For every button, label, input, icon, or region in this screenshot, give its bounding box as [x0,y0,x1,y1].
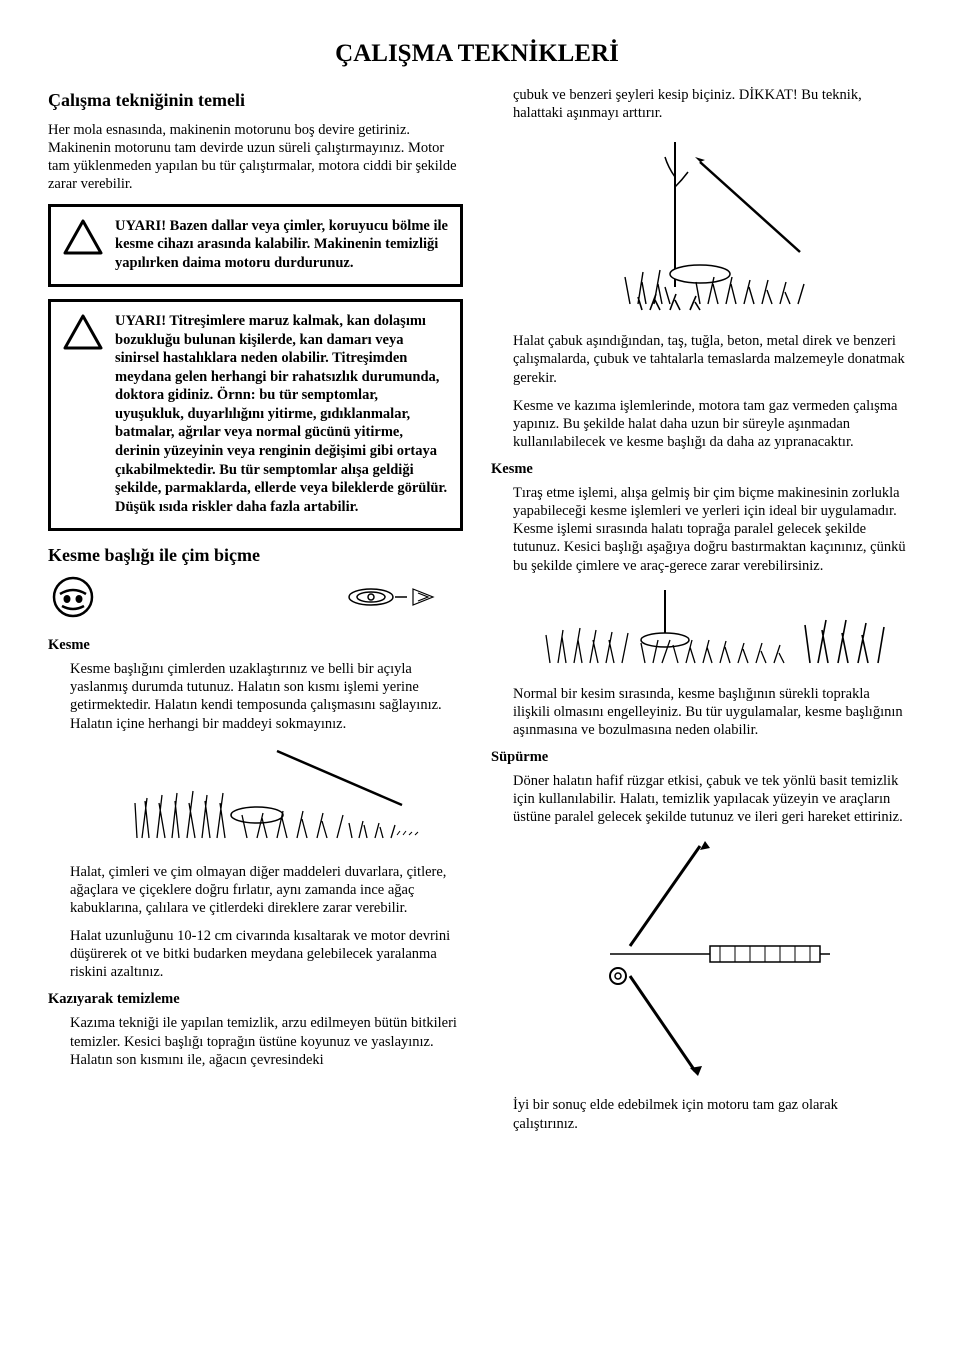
warning-triangle-icon [61,217,105,257]
trimmer-head-icon [343,577,443,622]
para-kesme-2: Halat, çimleri ve çim olmayan diğer madd… [70,863,463,917]
subheading-supurme: Süpürme [491,749,906,766]
subheading-kaziyarak: Kazıyarak temizleme [48,991,463,1008]
subheading-kesme-left: Kesme [48,637,463,654]
warning-text-1: UYARI! Bazen dallar veya çimler, koruyuc… [115,217,450,273]
para-kesme-1: Kesme başlığını çimlerden uzaklaştırınız… [70,660,463,733]
figure-sweeping [513,836,906,1086]
heading-grass-cutting: Kesme başlığı ile çim biçme [48,545,463,566]
warning-text-2: UYARI! Titreşimlere maruz kalmak, kan do… [115,312,450,516]
para-right-5: Normal bir kesim sırasında, kesme başlığ… [513,685,906,739]
warning-box-1: UYARI! Bazen dallar veya çimler, koruyuc… [48,204,463,288]
para-right-2: Halat çabuk aşındığından, taş, tuğla, be… [513,332,906,386]
warning-box-2: UYARI! Titreşimlere maruz kalmak, kan do… [48,299,463,531]
para-kaziyarak: Kazıma tekniği ile yapılan temizlik, arz… [70,1014,463,1068]
para-right-1: çubuk ve benzeri şeyleri kesip biçiniz. … [513,86,906,122]
para-right-3: Kesme ve kazıma işlemlerinde, motora tam… [513,397,906,451]
icon-row-safety [48,576,463,623]
figure-grass-cutting [70,743,463,853]
face-shield-icon [52,576,94,623]
right-column: çubuk ve benzeri şeyleri kesip biçiniz. … [491,86,906,1143]
warning-triangle-icon [61,312,105,352]
heading-technique-basics: Çalışma tekniğinin temeli [48,90,463,111]
figure-parallel-cutting [513,585,906,675]
para-right-7: İyi bir sonuç elde edebilmek için motoru… [513,1096,906,1132]
page-title: ÇALIŞMA TEKNİKLERİ [48,40,906,68]
left-column: Çalışma tekniğinin temeli Her mola esnas… [48,86,463,1143]
content-columns: Çalışma tekniğinin temeli Her mola esnas… [48,86,906,1143]
subheading-kesme-right: Kesme [491,461,906,478]
para-right-4: Tıraş etme işlemi, alışa gelmiş bir çim … [513,484,906,575]
para-idle-motor: Her mola esnasında, makinenin motorunu b… [48,121,463,194]
figure-tree-scraping [513,132,906,322]
para-kesme-3: Halat uzunluğunu 10-12 cm civarında kısa… [70,927,463,981]
para-right-6: Döner halatın hafif rüzgar etkisi, çabuk… [513,772,906,826]
